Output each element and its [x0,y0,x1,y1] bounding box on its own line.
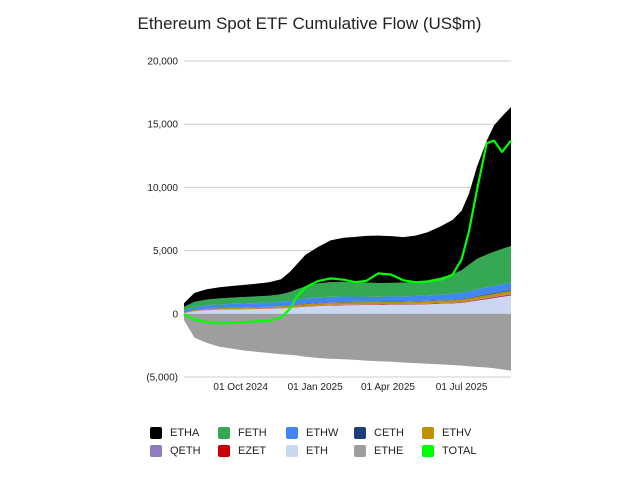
legend-item-ethe: ETHE [354,445,422,457]
legend-label: ETH [306,445,328,457]
legend-item-qeth: QETH [150,445,218,457]
legend-swatch [422,427,434,439]
y-tick-label: (5,000) [146,373,178,384]
y-tick-label: 15,000 [147,120,178,131]
legend: ETHA FETH ETHW CETH ETHV QETH EZET ETH ETHE TOTA… [150,424,510,460]
y-axis: 20,000 15,000 10,000 5,000 0 (5,000) [146,57,178,384]
x-tick-label: 01 Apr 2025 [361,382,415,393]
area-series-eth [184,295,511,314]
legend-item-ethw: ETHW [286,427,354,439]
legend-item-ethv: ETHV [422,427,490,439]
legend-label: TOTAL [442,445,477,457]
legend-item-feth: FETH [218,427,286,439]
legend-swatch [218,427,230,439]
legend-item-total: TOTAL [422,445,490,457]
line-layer [183,139,512,325]
legend-label: QETH [170,445,201,457]
legend-swatch [218,445,230,457]
chart-title: Ethereum Spot ETF Cumulative Flow (US$m) [137,14,482,33]
legend-swatch [354,445,366,457]
legend-row: ETHA FETH ETHW CETH ETHV [150,424,510,442]
legend-item-ezet: EZET [218,445,286,457]
area-series-ethe [184,313,511,371]
area-series-ezet [184,294,511,314]
line-series-total [183,139,512,325]
x-tick-label: 01 Jul 2025 [436,382,488,393]
x-tick-label: 01 Jan 2025 [288,382,343,393]
legend-label: CETH [374,427,404,439]
legend-label: ETHV [442,427,472,439]
area-series-ethv [184,290,511,313]
legend-label: EZET [238,445,267,457]
area-layer [184,107,511,371]
legend-label: ETHE [374,445,404,457]
area-series-etha [184,107,511,307]
y-tick-label: 0 [172,309,178,320]
y-tick-label: 20,000 [147,57,178,68]
x-tick-label: 01 Oct 2024 [213,382,268,393]
legend-swatch [150,427,162,439]
y-tick-label: 5,000 [153,246,178,257]
legend-item-etha: ETHA [150,427,218,439]
legend-label: FETH [238,427,267,439]
legend-swatch [354,427,366,439]
legend-swatch [286,445,298,457]
legend-swatch [422,445,434,457]
area-series-ethw [184,282,511,313]
legend-label: ETHA [170,427,200,439]
legend-label: ETHW [306,427,339,439]
legend-item-eth: ETH [286,445,354,457]
legend-swatch [150,445,162,457]
legend-item-ceth: CETH [354,427,422,439]
legend-row: QETH EZET ETH ETHE TOTAL [150,442,510,460]
area-series-feth [184,246,511,311]
legend-swatch [286,427,298,439]
x-axis: 01 Oct 2024 01 Jan 2025 01 Apr 2025 01 Jul … [213,382,487,393]
y-tick-label: 10,000 [147,183,178,194]
